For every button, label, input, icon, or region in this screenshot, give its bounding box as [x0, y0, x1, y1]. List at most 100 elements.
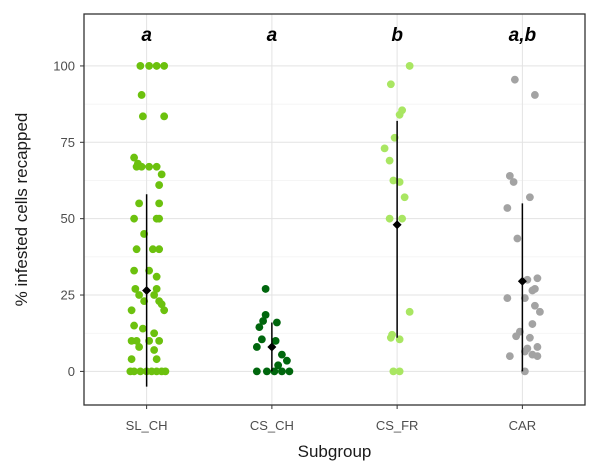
x-tick-label-car: CAR: [509, 418, 536, 433]
data-point-cs-fr: [398, 214, 407, 223]
data-point-car: [531, 301, 539, 310]
data-point-sl-ch: [127, 355, 136, 364]
data-point-sl-ch: [145, 162, 154, 171]
data-point-car: [505, 352, 514, 361]
y-tick-label: 100: [53, 58, 75, 73]
data-point-cs-fr: [389, 176, 398, 185]
data-point-sl-ch: [150, 329, 159, 338]
data-point-sl-ch: [130, 266, 139, 275]
data-point-cs-ch: [252, 343, 261, 351]
y-tick-label: 75: [61, 135, 75, 150]
data-point-cs-ch: [252, 367, 261, 376]
data-point-car: [533, 352, 542, 361]
data-point-car: [525, 193, 534, 202]
significance-letters: a a b a,b: [141, 25, 536, 46]
data-point-sl-ch: [136, 367, 145, 376]
data-point-sl-ch: [155, 214, 164, 223]
data-point-cs-fr: [389, 367, 398, 376]
mean-marker-cs-ch: [267, 342, 277, 352]
data-point-cs-ch: [274, 361, 283, 370]
data-point-car: [513, 234, 522, 243]
data-point-cs-ch: [272, 318, 281, 327]
data-point-sl-ch: [150, 346, 159, 354]
data-point-cs-ch: [285, 367, 294, 376]
data-point-sl-ch: [138, 112, 147, 121]
significance-letter-cs-ch: a: [267, 25, 278, 46]
data-point-sl-ch: [131, 285, 140, 293]
data-point-sl-ch: [135, 199, 144, 208]
y-axis-ticks: 0 25 50 75 100: [53, 58, 84, 379]
data-point-car: [503, 294, 512, 302]
data-point-cs-fr: [385, 214, 394, 223]
significance-letter-car: a,b: [509, 25, 537, 46]
data-point-sl-ch: [135, 291, 144, 299]
data-point-cs-fr: [386, 333, 395, 342]
data-point-sl-ch: [150, 291, 159, 299]
data-point-cs-fr: [395, 110, 404, 119]
data-point-cs-ch: [277, 350, 286, 359]
data-point-sl-ch: [155, 245, 164, 254]
data-point-car: [528, 286, 537, 295]
error-bars: [142, 120, 527, 387]
data-point-sl-ch: [130, 214, 139, 223]
y-tick-label: 25: [61, 288, 75, 303]
data-point-car: [531, 91, 539, 99]
data-point-sl-ch: [157, 170, 166, 179]
y-tick-label: 0: [68, 364, 75, 379]
data-point-sl-ch: [152, 272, 161, 281]
mean-marker-sl-ch: [142, 285, 152, 295]
data-point-sl-ch: [157, 300, 166, 309]
data-point-sl-ch: [132, 245, 141, 254]
data-point-sl-ch: [152, 62, 161, 70]
data-point-cs-ch: [259, 317, 268, 325]
data-point-car: [525, 333, 534, 342]
significance-letter-cs-fr: b: [391, 25, 403, 46]
x-tick-label-cs-ch: CS_CH: [250, 418, 294, 433]
data-point-sl-ch: [130, 153, 139, 162]
data-point-sl-ch: [155, 181, 164, 189]
data-point-cs-fr: [400, 193, 409, 202]
data-point-car: [510, 75, 519, 84]
data-point-cs-ch: [257, 335, 266, 344]
data-point-car: [533, 343, 542, 351]
data-point-sl-ch: [145, 62, 154, 70]
mean-marker-car: [517, 276, 527, 286]
data-point-sl-ch: [136, 62, 145, 70]
data-point-cs-ch: [262, 367, 271, 376]
data-point-sl-ch: [137, 91, 146, 99]
data-point-cs-ch: [271, 336, 280, 345]
data-point-cs-fr: [405, 307, 414, 316]
data-point-cs-ch: [261, 310, 270, 319]
data-point-cs-ch: [277, 367, 286, 376]
data-point-car: [533, 274, 542, 283]
data-point-sl-ch: [137, 162, 146, 171]
data-point-sl-ch: [155, 199, 164, 208]
data-point-car: [509, 178, 518, 186]
x-tick-label-cs-fr: CS_FR: [376, 418, 419, 433]
data-point-sl-ch: [160, 62, 169, 70]
y-axis-title: % infested cells recapped: [12, 113, 31, 307]
data-point-sl-ch: [152, 162, 161, 171]
x-axis-title: Subgroup: [298, 442, 372, 461]
data-point-cs-ch: [261, 285, 270, 293]
mean-marker-cs-fr: [392, 220, 402, 230]
data-point-cs-fr: [386, 80, 395, 89]
x-tick-label-sl-ch: SL_CH: [126, 418, 168, 433]
data-point-sl-ch: [160, 306, 169, 315]
significance-letter-sl-ch: a: [141, 25, 152, 46]
data-point-sl-ch: [155, 336, 164, 345]
data-point-sl-ch: [152, 285, 161, 293]
data-point-cs-fr: [380, 144, 389, 153]
panel-border: [83, 13, 586, 406]
data-point-sl-ch: [160, 112, 169, 121]
data-point-cs-fr: [385, 156, 394, 165]
data-point-sl-ch: [130, 367, 139, 376]
data-point-sl-ch: [148, 245, 157, 254]
data-point-cs-ch: [283, 356, 291, 365]
x-axis-ticks: SL_CH CS_CH CS_FR CAR: [126, 405, 536, 433]
data-point-car: [528, 320, 537, 328]
data-point-sl-ch: [132, 336, 141, 345]
y-tick-label: 50: [61, 211, 75, 226]
data-point-sl-ch: [138, 324, 147, 333]
